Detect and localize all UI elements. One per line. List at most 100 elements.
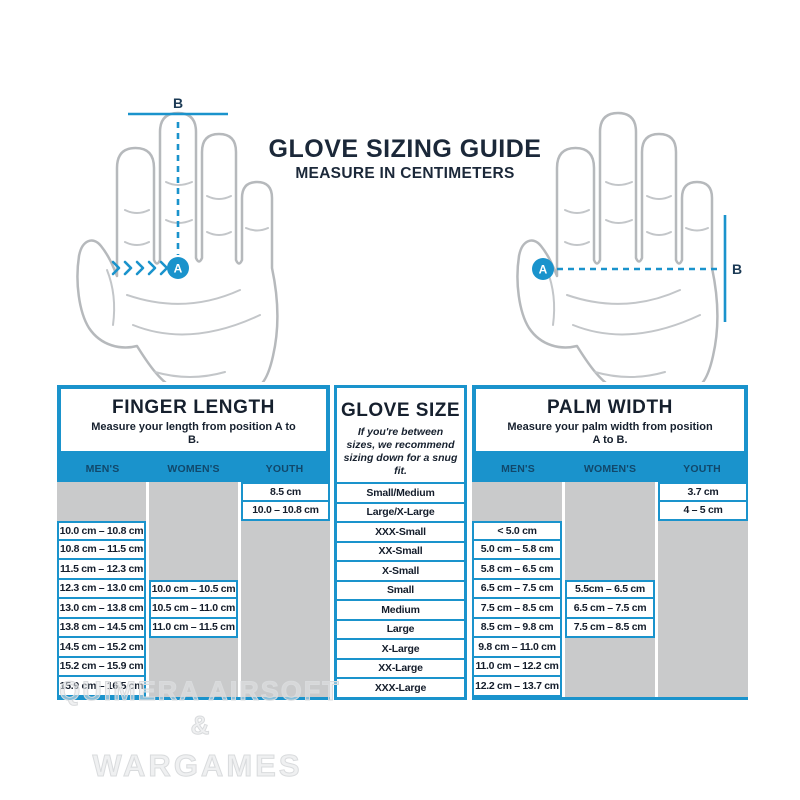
table-cell	[565, 482, 655, 502]
table-cell	[565, 521, 655, 541]
table-cell: < 5.0 cm	[472, 521, 562, 541]
table-cell	[472, 501, 562, 521]
table-cell	[149, 501, 238, 521]
table-cell	[565, 677, 655, 697]
right-hand-diagram: A B	[516, 111, 742, 382]
table-cell	[57, 482, 146, 502]
table-cell: 7.5 cm – 8.5 cm	[472, 599, 562, 619]
table-cell: 6.5 cm – 7.5 cm	[472, 579, 562, 599]
left-hand-diagram: B A	[76, 95, 279, 382]
point-b-label: B	[732, 261, 742, 277]
table-cell	[149, 560, 238, 580]
table-cell: 10.0 – 10.8 cm	[241, 501, 330, 521]
column-header-youth: YOUTH	[265, 462, 304, 475]
table-cell: 10.0 cm – 10.8 cm	[57, 521, 146, 541]
table-cell: 6.5 cm – 7.5 cm	[565, 599, 655, 619]
column-header-youth: YOUTH	[683, 462, 721, 475]
finger-length-header: FINGER LENGTH Measure your length from p…	[57, 385, 330, 455]
table-cell: 7.5 cm – 8.5 cm	[565, 618, 655, 638]
table-cell: 5.5cm – 6.5 cm	[565, 579, 655, 599]
table-cell	[149, 540, 238, 560]
glove-size-row: XX-Large	[337, 657, 464, 678]
table-cell	[565, 560, 655, 580]
palm-width-header: PALM WIDTH Measure your palm width from …	[472, 385, 748, 455]
table-cell	[658, 638, 748, 658]
watermark-line-2: WARGAMES	[92, 748, 303, 784]
table-cell	[658, 521, 748, 541]
glove-size-title: GLOVE SIZE	[340, 400, 461, 421]
glove-size-row: XX-Small	[337, 540, 464, 561]
glove-size-row: X-Large	[337, 638, 464, 658]
table-cell	[658, 677, 748, 697]
table-cell: 8.5 cm – 9.8 cm	[472, 618, 562, 638]
table-cell	[149, 677, 238, 697]
palm-width-subtitle: Measure your palm width from position A …	[507, 421, 713, 447]
finger-length-body: 8.5 cm 10.0 – 10.8 cm 10.0 cm – 10.8 cm 10.…	[57, 482, 330, 700]
table-cell	[149, 482, 238, 502]
glove-size-row: Large/X-Large	[337, 501, 464, 522]
table-cell: 5.0 cm – 5.8 cm	[472, 540, 562, 560]
table-cell	[149, 638, 238, 658]
table-cell: 4 – 5 cm	[658, 501, 748, 521]
table-cell: 12.3 cm – 13.0 cm	[57, 579, 146, 599]
palm-width-column-headers: MEN'S WOMEN'S YOUTH	[472, 455, 748, 482]
palm-width-body: 3.7 cm 4 – 5 cm < 5.0 cm 5.0 cm – 5.8 cm 5.8…	[472, 482, 748, 700]
table-cell	[241, 657, 330, 677]
watermark-ampersand: &	[190, 710, 210, 741]
table-cell: 5.8 cm – 6.5 cm	[472, 560, 562, 580]
point-b-label: B	[173, 95, 183, 111]
table-cell	[472, 482, 562, 502]
finger-length-column-headers: MEN'S WOMEN'S YOUTH	[57, 455, 330, 482]
table-cell: 3.7 cm	[658, 482, 748, 502]
table-cell: 12.2 cm – 13.7 cm	[472, 677, 562, 697]
glove-size-row: X-Small	[337, 560, 464, 580]
table-cell: 15.2 cm – 15.9 cm	[57, 657, 146, 677]
hand-illustration	[516, 111, 719, 382]
table-cell	[241, 521, 330, 541]
table-cell	[658, 618, 748, 638]
glove-size-header: GLOVE SIZE If you're between sizes, we r…	[337, 388, 464, 482]
table-cell: 13.8 cm – 14.5 cm	[57, 618, 146, 638]
table-cell	[149, 521, 238, 541]
table-cell	[565, 540, 655, 560]
table-cell: 15.9 cm – 16.5 cm	[57, 677, 146, 697]
column-header-womens: WOMEN'S	[167, 462, 220, 475]
table-cell	[658, 560, 748, 580]
palm-width-title: PALM WIDTH	[547, 397, 673, 418]
column-header-mens: MEN'S	[501, 462, 535, 475]
point-a-label: A	[539, 263, 548, 277]
table-cell	[241, 638, 330, 658]
table-cell: 11.0 cm – 11.5 cm	[149, 618, 238, 638]
page-title: GLOVE SIZING GUIDE	[268, 135, 542, 163]
glove-size-row: Small/Medium	[337, 482, 464, 502]
glove-size-row: Large	[337, 618, 464, 639]
glove-size-row: Small	[337, 579, 464, 600]
table-cell	[149, 657, 238, 677]
table-cell	[241, 618, 330, 638]
table-cell: 11.5 cm – 12.3 cm	[57, 560, 146, 580]
table-cell: 11.0 cm – 12.2 cm	[472, 657, 562, 677]
palm-width-table: PALM WIDTH Measure your palm width from …	[472, 385, 748, 700]
table-cell: 14.5 cm – 15.2 cm	[57, 638, 146, 658]
finger-length-table: FINGER LENGTH Measure your length from p…	[57, 385, 330, 700]
finger-length-subtitle: Measure your length from position A to B…	[91, 421, 296, 447]
point-a-marker	[532, 258, 554, 280]
title-block: GLOVE SIZING GUIDE MEASURE IN CENTIMETER…	[235, 136, 575, 183]
column-header-womens: WOMEN'S	[583, 462, 637, 475]
table-cell	[565, 501, 655, 521]
point-a-label: A	[174, 262, 183, 276]
glove-size-table: GLOVE SIZE If you're between sizes, we r…	[334, 385, 467, 700]
table-cell	[241, 579, 330, 599]
glove-size-row: XXX-Large	[337, 677, 464, 697]
finger-length-title: FINGER LENGTH	[112, 397, 275, 418]
table-cell	[241, 540, 330, 560]
point-a-marker	[167, 257, 189, 279]
table-cell	[565, 638, 655, 658]
glove-size-row: XXX-Small	[337, 521, 464, 541]
table-cell	[658, 579, 748, 599]
table-cell: 8.5 cm	[241, 482, 330, 502]
table-cell: 10.8 cm – 11.5 cm	[57, 540, 146, 560]
table-cell: 13.0 cm – 13.8 cm	[57, 599, 146, 619]
table-cell	[658, 540, 748, 560]
